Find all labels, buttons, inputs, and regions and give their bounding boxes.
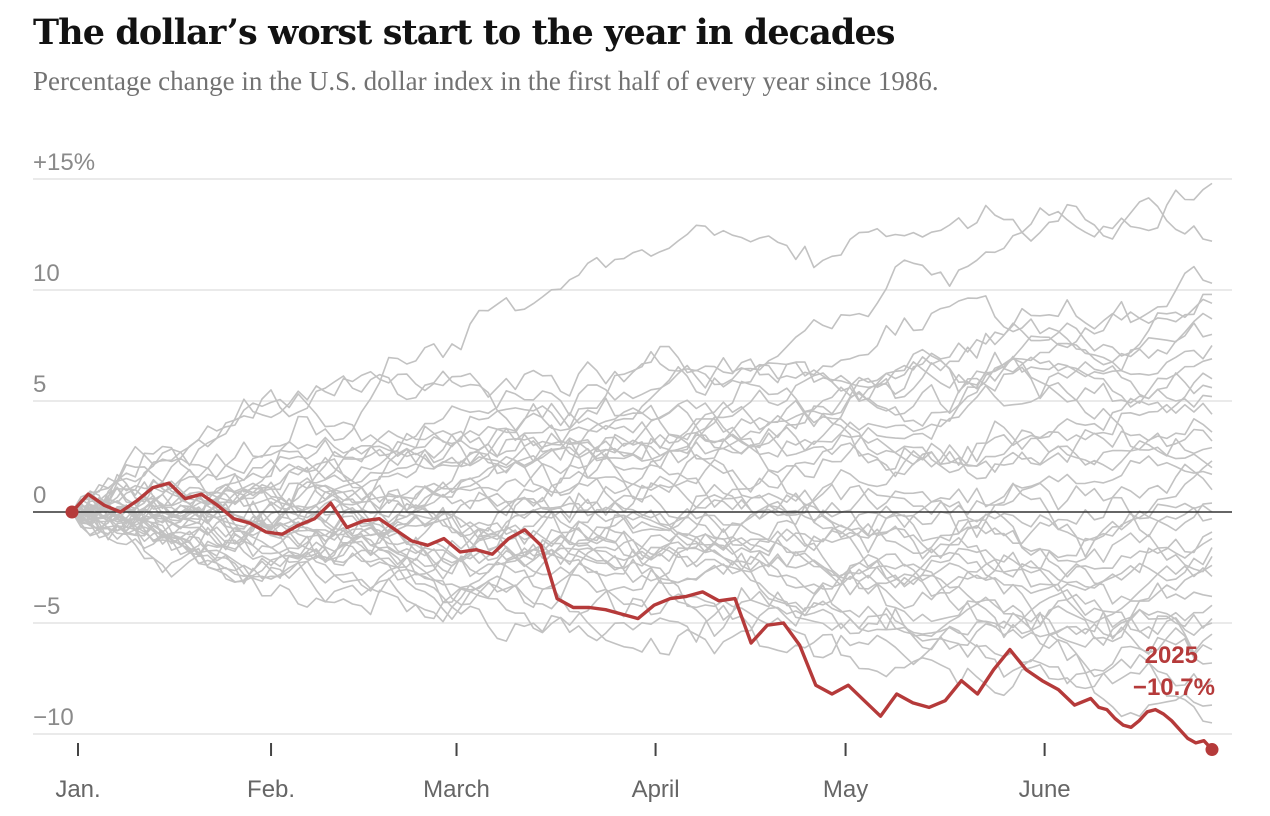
highlight-line-2025: [70, 481, 1214, 751]
y-tick-label: 5: [33, 371, 46, 398]
x-tick-label: Jan.: [55, 776, 100, 803]
series-line: [71, 458, 1213, 640]
highlight-end-point: [1205, 743, 1219, 757]
x-tick-label: Feb.: [247, 776, 295, 803]
chart-title: The dollar’s worst start to the year in …: [33, 12, 896, 53]
y-tick-label: −5: [33, 593, 60, 620]
y-tick-label: +15%: [33, 149, 95, 176]
series-line: [71, 477, 1213, 552]
series-line: [71, 295, 1213, 513]
highlight-start-point: [65, 505, 79, 519]
y-tick-label: −10: [33, 704, 74, 731]
series-line: [71, 348, 1213, 526]
series-line: [71, 417, 1213, 570]
chart-subtitle: Percentage change in the U.S. dollar ind…: [33, 66, 939, 96]
series-line: [71, 356, 1213, 513]
series-line: [71, 466, 1213, 584]
highlight-series-2025: 2025 −10.7%: [65, 481, 1219, 757]
series-line: [71, 511, 1213, 643]
x-tick-label: May: [823, 776, 868, 803]
series-line: [71, 312, 1213, 545]
y-axis-tick-labels: +15% 10 5 0 −5 −10: [33, 149, 95, 731]
x-tick-label: June: [1019, 776, 1071, 803]
series-line: [71, 483, 1213, 610]
highlight-year-label: 2025: [1145, 642, 1198, 669]
series-line: [71, 380, 1213, 584]
x-tick-label: March: [423, 776, 490, 803]
series-line: [71, 356, 1213, 527]
highlight-value-label: −10.7%: [1133, 674, 1215, 701]
series-line: [71, 430, 1213, 555]
series-line: [71, 397, 1213, 556]
series-line: [71, 197, 1213, 517]
series-line: [71, 358, 1213, 550]
series-line: [71, 498, 1213, 654]
series-line: [71, 511, 1213, 718]
series-line: [71, 402, 1213, 576]
series-line: [71, 508, 1213, 634]
series-line: [71, 505, 1213, 621]
x-axis: Jan. Feb. March April May June: [55, 743, 1071, 803]
x-tick-label: April: [632, 776, 680, 803]
background-series: [71, 182, 1213, 724]
y-tick-label: 10: [33, 260, 60, 287]
series-line: [71, 445, 1213, 552]
series-line: [71, 498, 1213, 563]
series-line: [71, 483, 1213, 724]
y-tick-label: 0: [33, 482, 46, 509]
